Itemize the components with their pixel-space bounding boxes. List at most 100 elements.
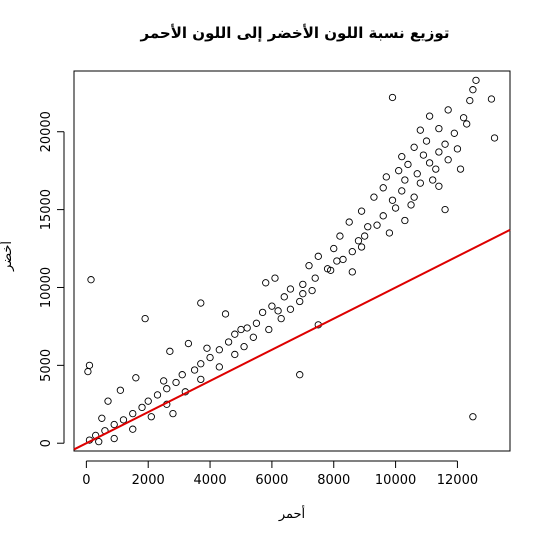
y-axis: 0 5000 10000 15000 20000 [39, 111, 65, 447]
data-point [395, 167, 403, 175]
data-point [166, 347, 174, 355]
data-point [466, 96, 474, 105]
data-point [271, 274, 279, 282]
data-point [435, 124, 443, 133]
data-point [463, 120, 471, 128]
data-point [382, 173, 390, 181]
data-point [441, 140, 449, 148]
data-point [129, 425, 137, 433]
data-point [141, 314, 149, 323]
data-point [404, 160, 412, 169]
data-point [419, 151, 428, 159]
data-point [85, 361, 94, 369]
data-point [311, 274, 319, 282]
data-point [407, 201, 415, 209]
data-point [472, 76, 480, 84]
data-point [206, 353, 214, 362]
data-point [450, 129, 458, 137]
data-point [441, 205, 449, 214]
data-point [296, 297, 304, 306]
data-point [231, 350, 239, 359]
data-point [87, 276, 95, 284]
x-axis: 0 2000 4000 6000 8000 10000 12000 [82, 460, 478, 488]
identity-line [73, 228, 511, 451]
data-point [129, 409, 137, 418]
x-tick-label: 2000 [132, 473, 165, 488]
data-point [388, 196, 397, 204]
data-point [379, 212, 387, 220]
data-point [184, 339, 193, 348]
data-point [153, 391, 162, 399]
data-point [416, 179, 424, 187]
x-tick-label: 10000 [375, 473, 416, 488]
data-point [296, 371, 304, 379]
data-point [215, 363, 223, 371]
data-point [364, 223, 372, 231]
data-point [435, 182, 443, 190]
data-point [444, 156, 452, 164]
data-point [240, 343, 248, 351]
data-point [116, 386, 125, 394]
y-tick-label: 0 [39, 439, 54, 447]
data-point [345, 218, 353, 226]
data-point [197, 375, 205, 384]
data-point [385, 229, 394, 237]
data-point [160, 377, 168, 385]
data-point [231, 330, 239, 338]
data-point [373, 221, 381, 229]
data-point [197, 299, 205, 307]
data-point [132, 374, 140, 382]
data-point [262, 279, 270, 287]
x-tick-label: 8000 [317, 473, 350, 488]
chart-title: توزيع نسبة اللون الأخضر إلى اللون الأحمر [140, 24, 450, 42]
data-point [243, 324, 251, 332]
data-point [258, 308, 267, 317]
data-point [268, 302, 276, 310]
data-point [425, 159, 434, 167]
data-point [144, 397, 152, 405]
x-tick-label: 12000 [437, 473, 478, 488]
identity-line-group [73, 228, 511, 451]
data-point [333, 257, 341, 265]
data-point [425, 112, 434, 120]
y-tick-label: 10000 [39, 267, 54, 308]
data-point [422, 137, 431, 145]
data-point [410, 143, 418, 151]
data-point [169, 409, 177, 418]
data-point [265, 325, 273, 334]
data-point [286, 305, 295, 313]
data-point [357, 243, 366, 251]
data-point [104, 397, 112, 405]
y-axis-label: أخضر [0, 241, 15, 272]
data-point [299, 290, 307, 298]
x-axis-label: أحمر [278, 505, 305, 522]
data-point [398, 187, 406, 195]
data-point [339, 255, 347, 264]
data-point [401, 216, 409, 225]
data-point [280, 293, 288, 301]
data-point [456, 165, 465, 173]
x-tick-label: 4000 [194, 473, 227, 488]
data-point [453, 145, 462, 153]
data-point [252, 319, 261, 327]
y-tick-label: 5000 [39, 349, 54, 382]
data-point [348, 248, 356, 256]
data-point [429, 176, 437, 184]
data-point [469, 413, 477, 421]
data-point [487, 95, 496, 103]
data-point [110, 420, 118, 429]
data-points [84, 76, 499, 446]
data-point [147, 413, 155, 421]
data-point [308, 286, 316, 295]
data-point [413, 170, 421, 178]
x-tick-label: 0 [82, 473, 90, 488]
data-point [444, 106, 452, 114]
data-point [274, 307, 282, 315]
data-point [197, 360, 205, 368]
data-point [391, 204, 400, 212]
y-tick-label: 20000 [39, 111, 54, 152]
data-point [305, 262, 313, 270]
data-point [203, 344, 211, 352]
data-point [95, 438, 103, 446]
